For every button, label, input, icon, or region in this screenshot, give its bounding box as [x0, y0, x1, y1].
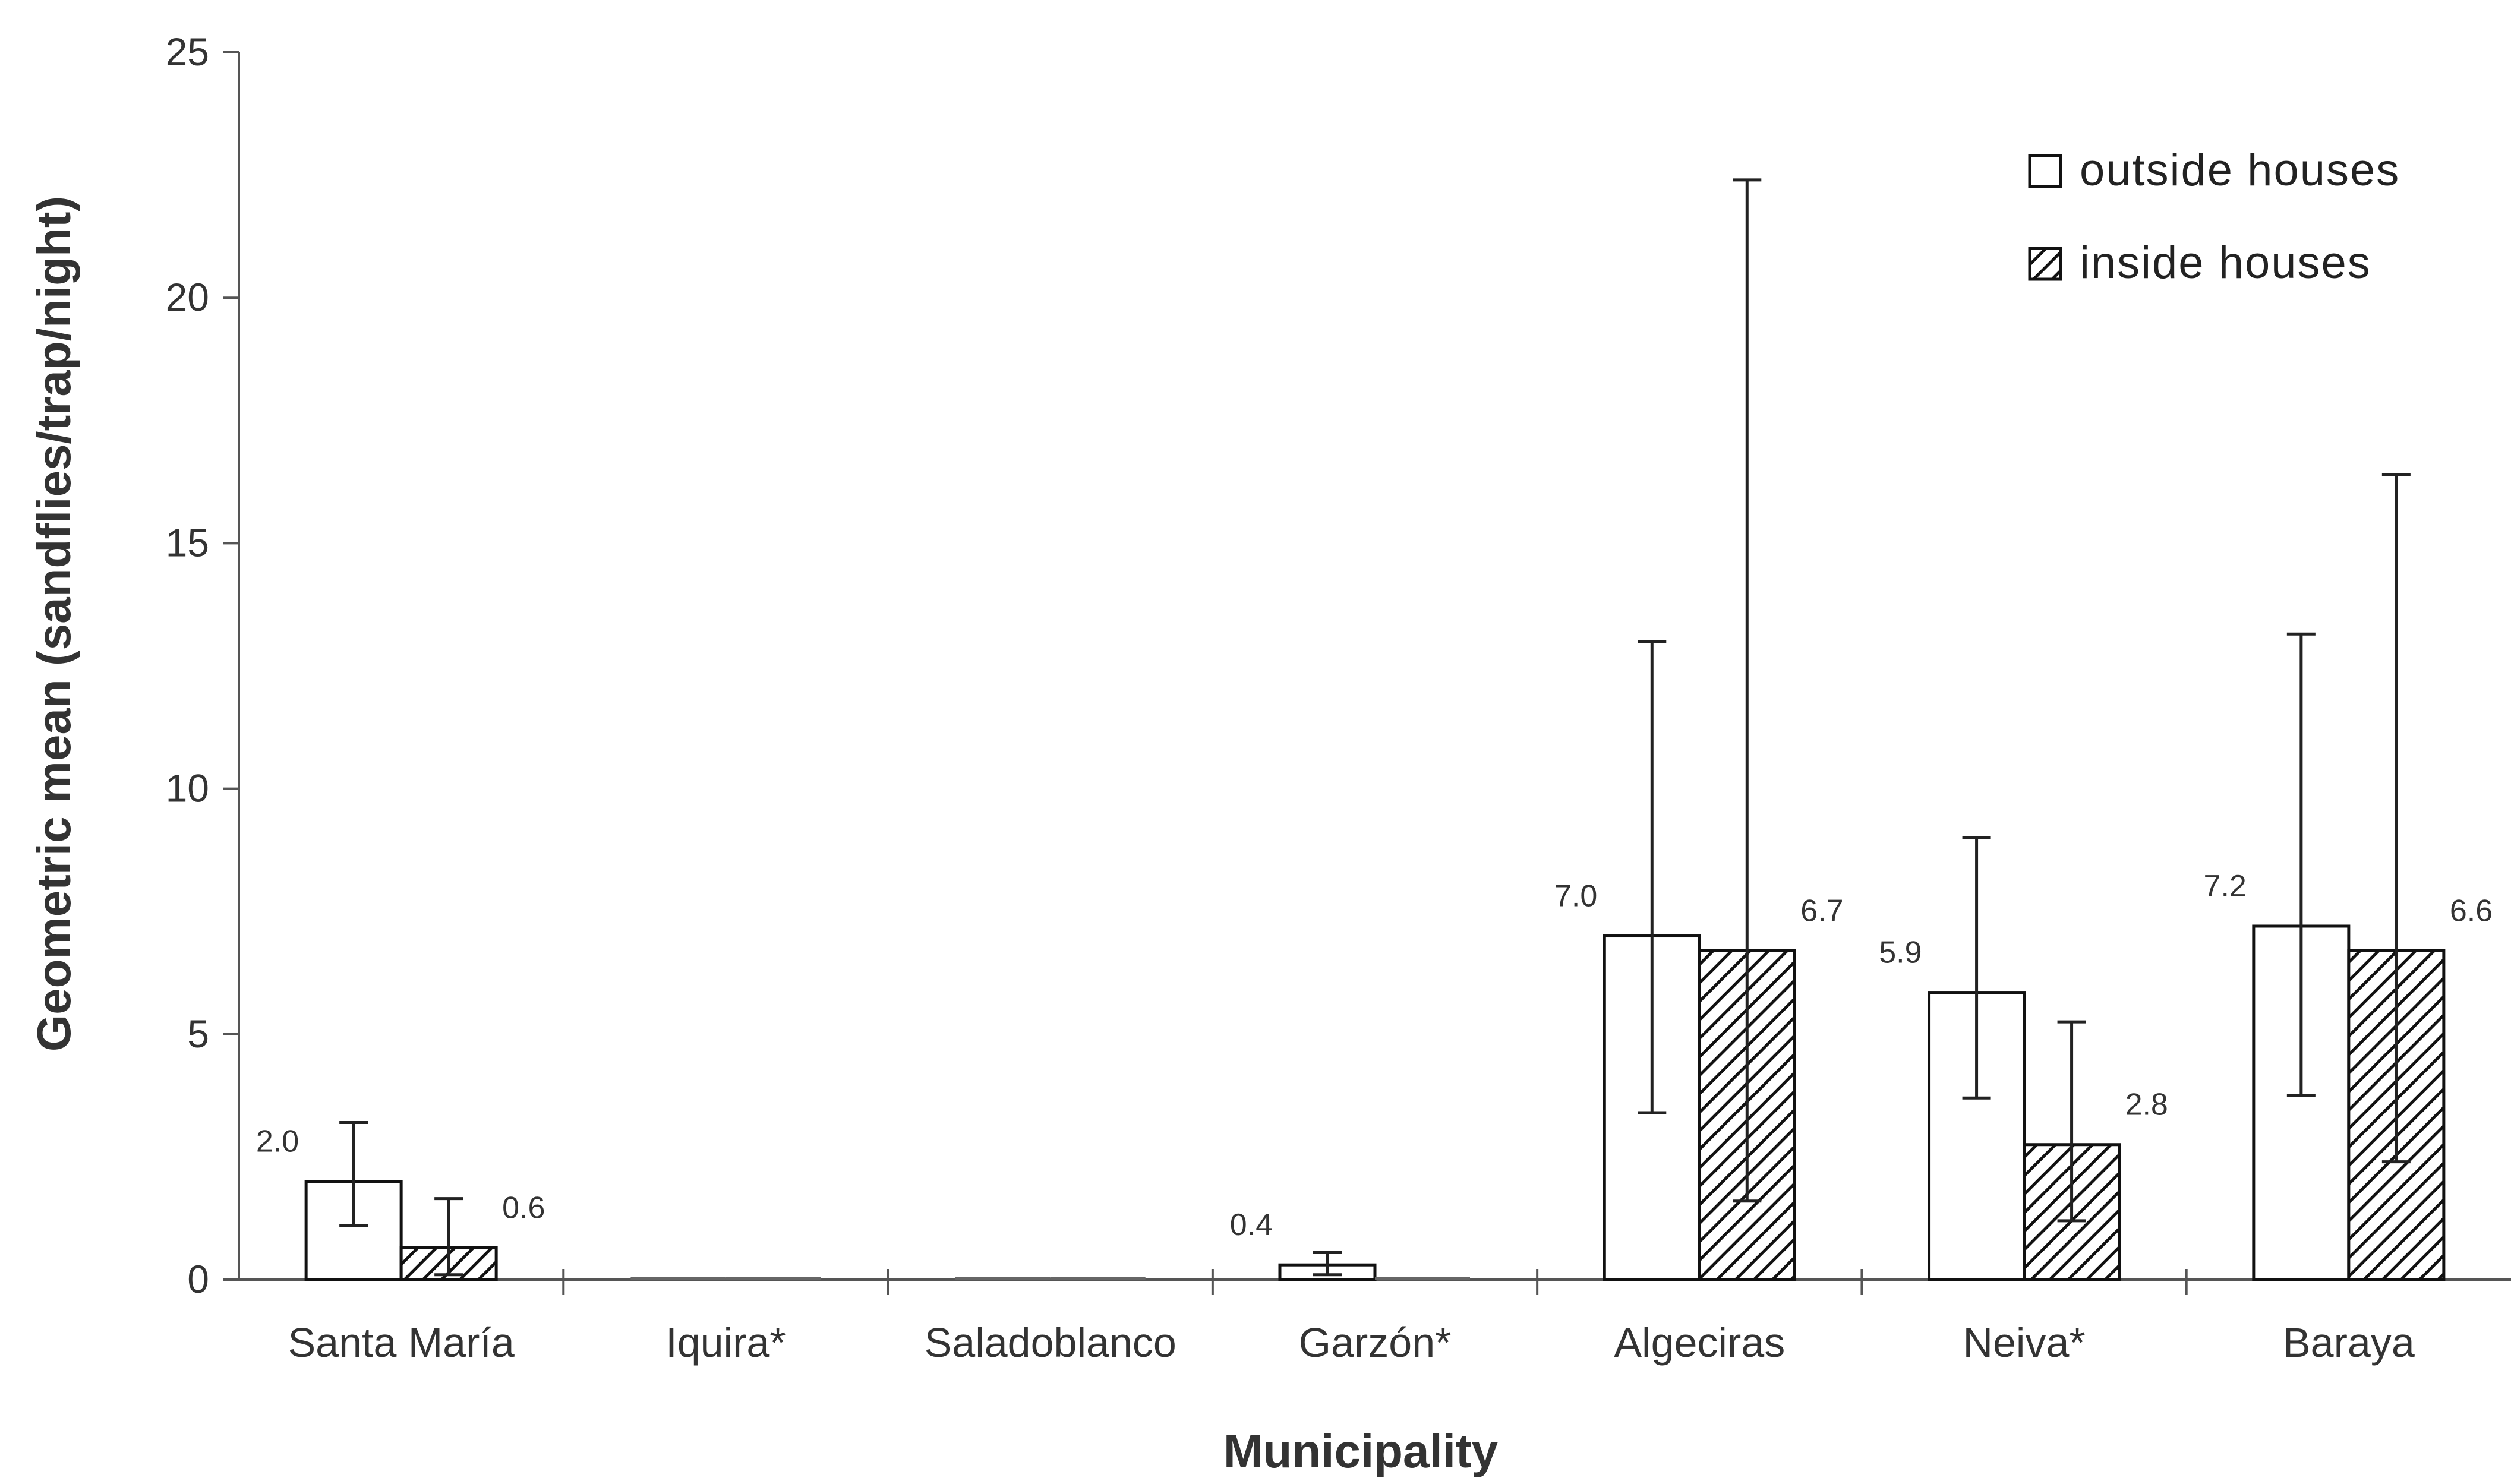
y-tick-label: 20: [166, 275, 209, 319]
legend-label-inside: inside houses: [2080, 238, 2371, 288]
category-label: Algeciras: [1614, 1319, 1785, 1366]
x-axis-title: Municipality: [1223, 1425, 1499, 1477]
data-label: 2.0: [256, 1125, 299, 1159]
data-label: 7.2: [2204, 869, 2247, 904]
plot-area: 0 5 10 15 20 25 Santa María Iquira* Saladoblanco…: [166, 30, 2511, 1366]
data-label: 6.6: [2450, 893, 2493, 928]
category-label: Baraya: [2283, 1319, 2415, 1366]
category-label: Saladoblanco: [925, 1319, 1176, 1366]
y-tick-label: 5: [187, 1012, 209, 1056]
category-label: Iquira*: [665, 1319, 786, 1366]
data-label: 0.4: [1230, 1208, 1273, 1242]
data-label: 0.6: [502, 1191, 545, 1225]
bar-outside: [304, 1180, 403, 1281]
category-label: Santa María: [288, 1319, 514, 1366]
legend: outside houses inside houses: [2028, 145, 2400, 288]
category-label: Neiva*: [1963, 1319, 2085, 1366]
data-label: 2.8: [2125, 1088, 2168, 1122]
legend-swatch-outside: [2028, 154, 2062, 188]
data-label: 7.0: [1554, 879, 1597, 914]
y-tick-label: 25: [166, 30, 209, 74]
legend-swatch-inside: [2028, 247, 2062, 281]
y-axis-title: Geometric mean (sandflies/trap/night): [27, 196, 80, 1052]
y-tick-label: 10: [166, 766, 209, 810]
legend-label-outside: outside houses: [2080, 145, 2400, 195]
legend-item-inside: inside houses: [2028, 238, 2371, 288]
category-label: Garzón*: [1299, 1319, 1452, 1366]
data-label: 6.7: [1800, 893, 1843, 928]
y-tick-label: 0: [187, 1257, 209, 1301]
y-tick-label: 15: [166, 520, 209, 564]
data-label: 5.9: [1879, 936, 1922, 970]
legend-item-outside: outside houses: [2028, 145, 2400, 195]
